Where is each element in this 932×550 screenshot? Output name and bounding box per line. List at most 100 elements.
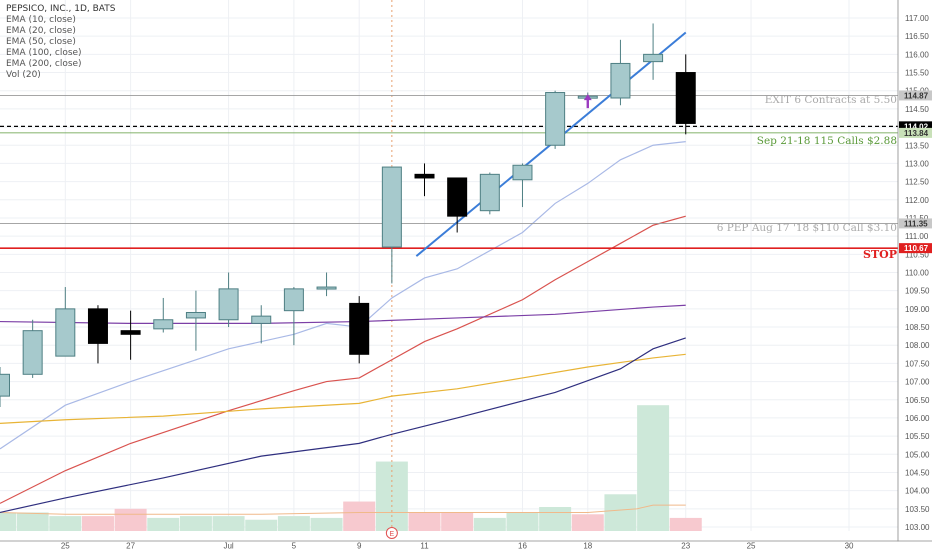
earnings-marker xyxy=(385,527,398,539)
legend-vol-20: Vol (20) xyxy=(6,70,41,80)
level-label-0: EXIT 6 Contracts at 5.50 xyxy=(765,94,897,106)
price-tick-label: 110.00 xyxy=(905,269,929,278)
price-tag-4: 110.67 xyxy=(904,244,929,253)
candle xyxy=(643,23,664,80)
price-tick-label: 109.50 xyxy=(905,287,930,296)
candle-body xyxy=(414,173,435,179)
price-tick-label: 116.50 xyxy=(905,32,929,41)
level-label-2: Sep 21-18 115 Calls $2.88 xyxy=(757,135,897,147)
volume-bar xyxy=(49,516,82,531)
volume-bar xyxy=(245,519,278,531)
candle xyxy=(512,163,533,208)
candle-body xyxy=(251,315,272,324)
price-tick-label: 103.50 xyxy=(905,505,930,514)
volume-bar xyxy=(277,516,310,531)
candle-body xyxy=(479,173,500,212)
price-tick-label: 105.00 xyxy=(905,450,930,459)
candle-body xyxy=(185,311,206,319)
price-tick-label: 106.50 xyxy=(905,396,930,405)
price-tick-label: 113.00 xyxy=(905,159,929,168)
time-tick-label: Jul xyxy=(223,542,233,550)
price-tag-2: 113.84 xyxy=(904,129,929,138)
candle-body xyxy=(512,164,533,181)
volume-bar xyxy=(147,517,180,531)
volume-bar xyxy=(539,507,572,531)
candle xyxy=(349,296,370,364)
price-tick-label: 109.00 xyxy=(905,305,930,314)
candle xyxy=(316,272,337,297)
candle-body xyxy=(545,92,566,146)
candle-body xyxy=(120,330,141,335)
price-tick-label: 115.50 xyxy=(905,69,929,78)
price-tag-bg-1 xyxy=(899,121,932,132)
price-tag-3: 111.35 xyxy=(904,219,928,228)
price-tick-label: 114.50 xyxy=(905,105,929,114)
price-tick-label: 104.00 xyxy=(905,487,930,496)
ema-lines xyxy=(0,141,686,514)
time-axis: 25 27 Jul 5 9 11 16 18 23 25 30 xyxy=(0,540,932,550)
volume-bar xyxy=(0,512,16,531)
price-tick-label: 108.50 xyxy=(905,323,930,332)
candle xyxy=(55,287,76,357)
candle-body xyxy=(55,308,76,357)
time-tick-label: 11 xyxy=(420,542,429,550)
volume-bar xyxy=(506,512,539,531)
candle xyxy=(120,310,141,360)
ema-line-4 xyxy=(0,337,686,514)
price-tick-label: 116.00 xyxy=(905,50,929,59)
candle xyxy=(479,172,500,215)
legend-ema-10: EMA (10, close) xyxy=(6,15,76,25)
ema-line-2 xyxy=(0,304,686,324)
volume-ma-line xyxy=(0,504,686,515)
price-tick-label: 112.00 xyxy=(905,196,929,205)
price-tag-1: 114.02 xyxy=(904,122,929,131)
volume-bar xyxy=(114,508,147,531)
legend-ema-200: EMA (200, close) xyxy=(6,59,82,69)
price-tag-0: 114.87 xyxy=(904,91,929,100)
time-tick-label: 5 xyxy=(292,542,297,550)
candle xyxy=(153,297,174,333)
time-tick-label: 18 xyxy=(583,542,592,550)
candle xyxy=(414,163,435,197)
time-tick-label: 9 xyxy=(357,542,362,550)
time-tick-label: 30 xyxy=(845,542,854,550)
candle-body xyxy=(643,53,664,63)
volume-bar xyxy=(669,517,702,531)
legend-ema-100: EMA (100, close) xyxy=(6,48,82,58)
candle xyxy=(0,367,10,408)
candle xyxy=(251,305,272,344)
candle-body xyxy=(675,72,696,124)
volume-bar xyxy=(637,405,670,531)
price-axis: 103.00 103.50 104.00 104.50 105.00 105.50 106.… xyxy=(897,0,932,550)
volume-bar xyxy=(81,516,114,531)
price-tick-label: 104.50 xyxy=(905,468,930,477)
candle xyxy=(283,287,304,346)
volume-bar xyxy=(16,512,49,531)
level-label-4: STOP xyxy=(863,248,897,261)
candle xyxy=(87,305,108,364)
candle-body xyxy=(283,288,304,312)
buy-arrow-marker xyxy=(583,94,592,109)
candle-body xyxy=(316,286,337,290)
volume-bar xyxy=(604,494,637,531)
time-tick-label: 27 xyxy=(126,542,135,550)
grid-lines xyxy=(0,0,898,531)
price-tick-label: 106.00 xyxy=(905,414,930,423)
time-tick-label: 25 xyxy=(747,542,756,550)
volume-bar xyxy=(212,516,245,531)
candle-body xyxy=(22,330,43,375)
candle-body xyxy=(610,62,631,99)
volume-bar xyxy=(179,516,212,531)
ema-line-1 xyxy=(0,215,686,504)
price-tick-label: 103.00 xyxy=(905,523,930,532)
candle xyxy=(610,39,631,106)
price-tick-label: 111.00 xyxy=(905,232,929,241)
time-tick-label: 16 xyxy=(518,542,527,550)
candle-body xyxy=(381,166,402,248)
legend-ema-20: EMA (20, close) xyxy=(6,26,76,36)
time-tick-label: 25 xyxy=(61,542,70,550)
ema-line-0 xyxy=(0,141,686,450)
price-tag-bg-0 xyxy=(899,90,932,101)
legend-ema-50: EMA (50, close) xyxy=(6,37,76,47)
